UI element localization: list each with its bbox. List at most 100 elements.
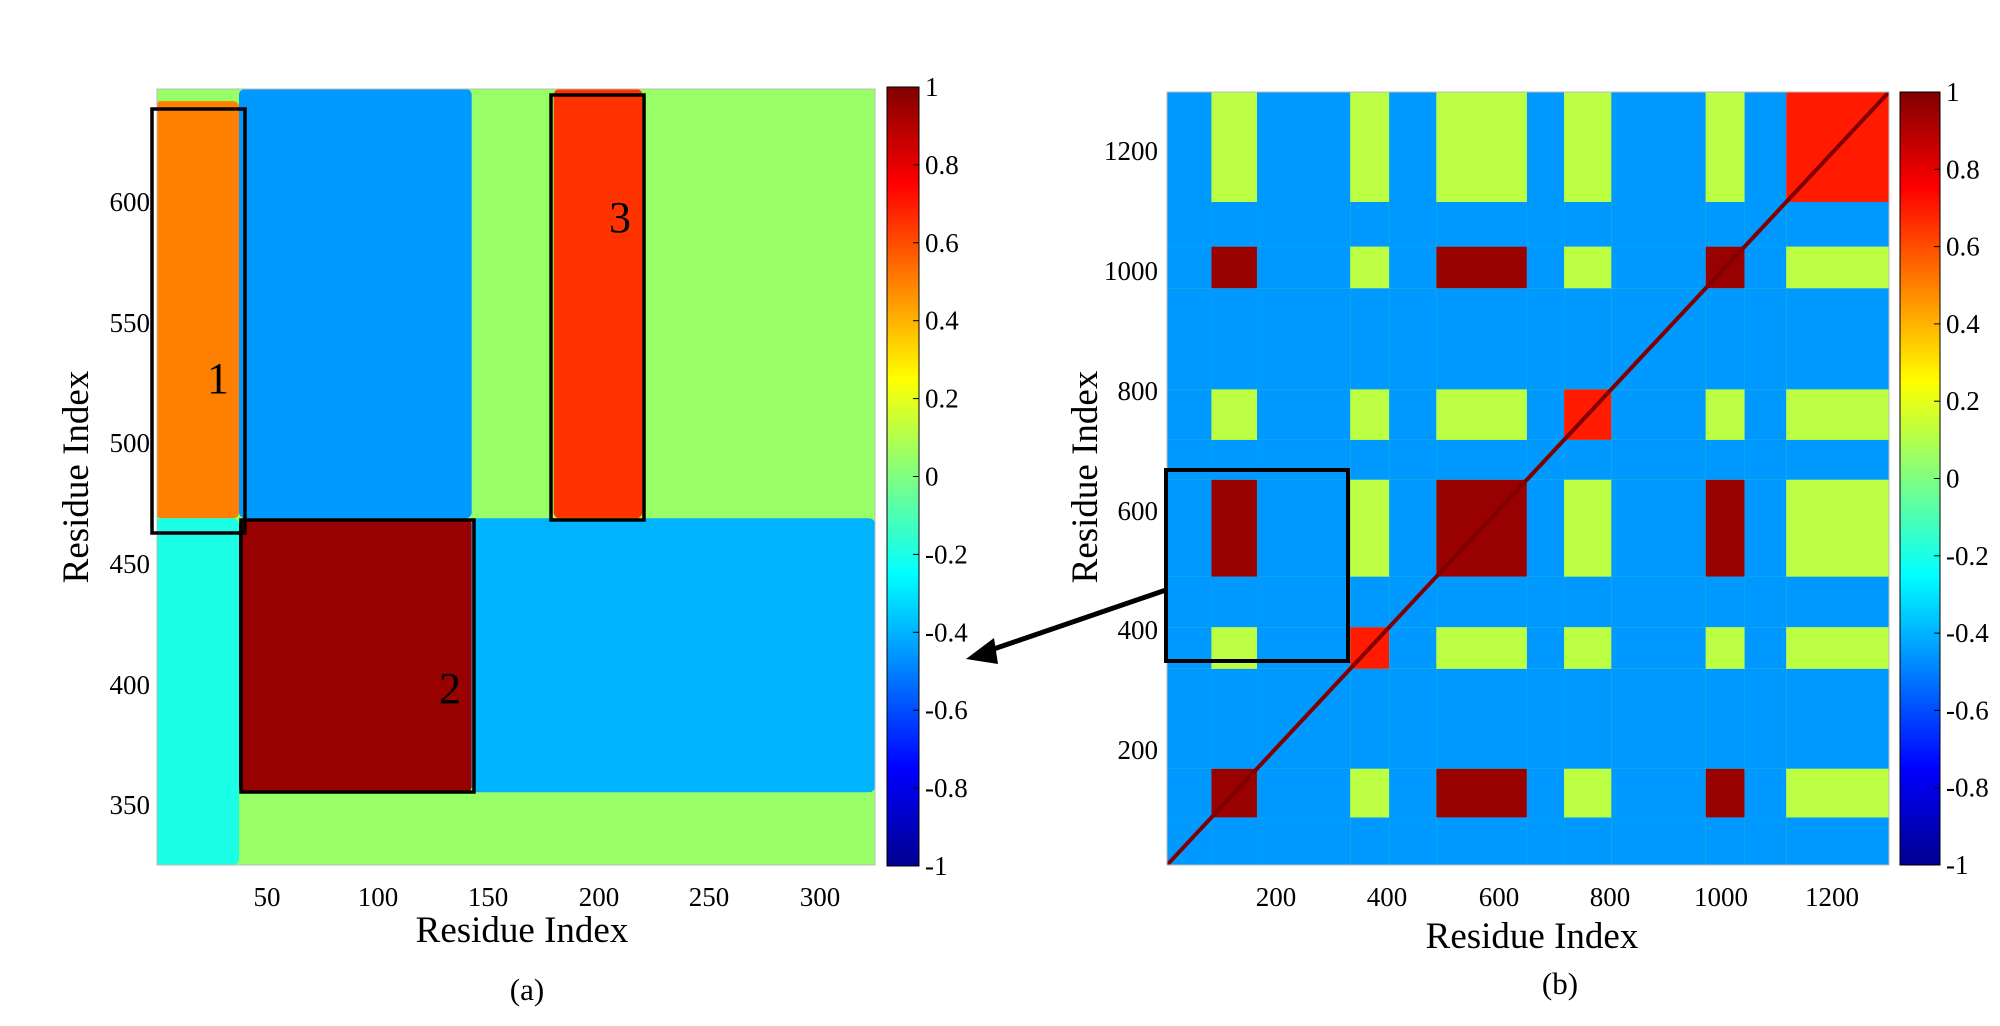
colorbar-b: 1 0.8 0.6 0.4 0.2 0 -0.2 -0.4 -0.6 -0.8 -1 — [1899, 77, 1989, 880]
correlation-block — [1611, 479, 1706, 577]
correlation-block — [1611, 92, 1706, 203]
colorbar-tick-label: -0.6 — [1946, 695, 1989, 725]
correlation-block — [1705, 288, 1745, 390]
correlation-block — [1256, 389, 1351, 440]
correlation-block — [1389, 479, 1437, 577]
y-axis-a: 350 400 450 500 550 600 — [110, 187, 151, 820]
correlation-block — [1526, 92, 1565, 203]
correlation-block — [1526, 576, 1565, 628]
correlation-block — [157, 101, 239, 519]
correlation-block — [1786, 389, 1889, 440]
y-axis-b: 200 400 600 800 1000 1200 — [1104, 136, 1158, 765]
correlation-block — [1611, 202, 1706, 247]
correlation-block — [1389, 246, 1437, 289]
correlation-block — [1436, 627, 1527, 669]
correlation-block — [1611, 246, 1706, 289]
correlation-block — [1256, 246, 1351, 289]
colorbar-tick-label: -0.8 — [925, 773, 968, 803]
colorbar-tick-label: 0.6 — [1946, 232, 1980, 262]
correlation-block — [1350, 668, 1390, 769]
y-tick-label: 350 — [110, 790, 151, 820]
correlation-block — [1705, 817, 1745, 865]
correlation-block — [1786, 817, 1889, 865]
correlation-block — [1350, 439, 1390, 480]
heatmap-b — [1167, 92, 1889, 865]
correlation-block — [1744, 768, 1787, 818]
correlation-block — [1389, 768, 1437, 818]
correlation-block — [238, 518, 472, 793]
x-axis-b: 200 400 600 800 1000 1200 — [1256, 882, 1859, 912]
colorbar-tick-label: 0.8 — [925, 150, 959, 180]
correlation-block — [1705, 768, 1745, 818]
correlation-block — [1436, 92, 1527, 203]
correlation-block — [1564, 202, 1612, 247]
correlation-block — [1744, 92, 1787, 203]
y-tick-label: 1200 — [1104, 136, 1158, 166]
region-box-2 — [239, 518, 476, 794]
correlation-block — [1611, 668, 1706, 769]
colorbar-tick-label: -1 — [925, 851, 948, 881]
correlation-block — [1705, 92, 1745, 203]
correlation-block — [1705, 389, 1745, 440]
correlation-block — [238, 89, 472, 519]
correlation-block — [1564, 576, 1612, 628]
x-tick-label: 150 — [468, 882, 509, 912]
x-tick-label: 50 — [254, 882, 281, 912]
heatmap-a — [157, 89, 875, 865]
correlation-block — [1526, 817, 1565, 865]
correlation-block — [1705, 439, 1745, 480]
correlation-block — [1211, 389, 1257, 440]
y-axis-title-a: Residue Index — [56, 370, 97, 583]
correlation-block — [1786, 479, 1889, 577]
correlation-block — [1786, 768, 1889, 818]
correlation-block — [1350, 288, 1390, 390]
correlation-block — [1705, 668, 1745, 769]
y-tick-label: 200 — [1118, 735, 1159, 765]
correlation-block — [1526, 768, 1565, 818]
heatmap-a-frame — [156, 88, 876, 866]
correlation-block — [1389, 92, 1437, 203]
correlation-block — [1705, 627, 1745, 669]
colorbar-b-gradient — [1899, 91, 1941, 866]
correlation-block — [1611, 389, 1706, 440]
correlation-block — [1564, 288, 1612, 390]
x-tick-label: 100 — [358, 882, 399, 912]
correlation-block — [1564, 627, 1612, 669]
colorbar-tick-label: 0.2 — [1946, 386, 1980, 416]
correlation-block — [1389, 627, 1437, 669]
correlation-block — [1167, 202, 1212, 247]
correlation-block — [1526, 627, 1565, 669]
correlation-block — [471, 518, 875, 793]
correlation-block — [1744, 389, 1787, 440]
region-label-1: 1 — [207, 354, 229, 403]
colorbar-tick-label: -1 — [1946, 850, 1969, 880]
correlation-block — [1350, 817, 1390, 865]
zoom-region-box — [1164, 468, 1350, 663]
correlation-block — [1744, 288, 1787, 390]
correlation-block — [1611, 576, 1706, 628]
correlation-block — [1526, 389, 1565, 440]
x-tick-label: 1000 — [1694, 882, 1748, 912]
x-tick-label: 250 — [689, 882, 730, 912]
correlation-block — [1389, 389, 1437, 440]
y-tick-label: 400 — [1118, 615, 1159, 645]
correlation-block — [1611, 439, 1706, 480]
correlation-block — [1350, 92, 1390, 203]
correlation-block — [1744, 246, 1787, 289]
region-label-2: 2 — [439, 664, 461, 713]
correlation-block — [1350, 768, 1390, 818]
y-tick-label: 450 — [110, 549, 151, 579]
correlation-block — [1350, 202, 1390, 247]
correlation-block — [1389, 668, 1437, 769]
panel-b: 200 400 600 800 1000 1200 200 400 600 80… — [1065, 77, 1989, 1001]
correlation-block — [1167, 668, 1212, 769]
colorbar-tick-label: 0 — [1946, 464, 1960, 494]
x-axis-a: 50 100 150 200 250 300 — [254, 882, 841, 912]
correlation-block — [1564, 246, 1612, 289]
correlation-block — [1256, 288, 1351, 390]
correlation-block — [1256, 479, 1351, 577]
y-tick-label: 600 — [1118, 496, 1159, 526]
correlation-block — [1350, 389, 1390, 440]
correlation-block — [1526, 246, 1565, 289]
colorbar-tick-label: 1 — [925, 72, 939, 102]
